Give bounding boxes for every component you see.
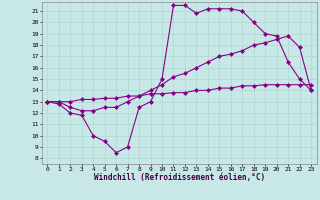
X-axis label: Windchill (Refroidissement éolien,°C): Windchill (Refroidissement éolien,°C) — [94, 173, 265, 182]
